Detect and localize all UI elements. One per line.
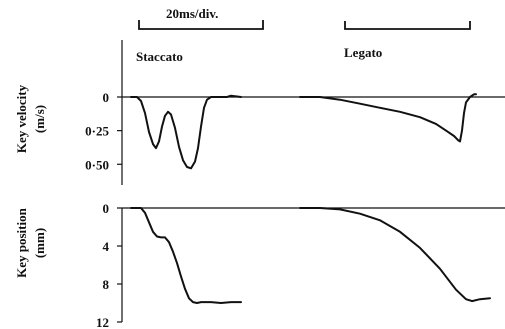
position-tick-label: 0 — [103, 201, 110, 216]
time-scale-bar — [138, 20, 264, 30]
velocity-panel: Key velocity (m/s) 0 0·25 0·50 — [14, 40, 505, 185]
velocity-tick-label: 0·50 — [85, 157, 109, 172]
velocity-axis-title: Key velocity — [14, 84, 29, 153]
velocity-tick-label: 0 — [103, 90, 110, 105]
velocity-tick-label: 0·25 — [85, 124, 109, 139]
position-trace-legato — [299, 207, 491, 303]
position-tick-label: 8 — [103, 277, 110, 292]
position-axis-title: Key position — [14, 207, 29, 277]
position-tick-label: 12 — [96, 315, 109, 329]
position-trace-staccato — [130, 207, 242, 304]
velocity-trace-legato — [299, 93, 477, 143]
legato-label: Legato — [344, 45, 382, 60]
legato-bracket — [344, 21, 471, 30]
velocity-trace-staccato — [130, 94, 242, 170]
position-panel: Key position (mm) 0 4 8 12 — [14, 201, 505, 329]
time-scale-label: 20ms/div. — [166, 6, 218, 21]
position-tick-label: 4 — [103, 239, 110, 254]
staccato-label: Staccato — [136, 49, 183, 64]
position-axis-unit: (mm) — [32, 228, 47, 258]
velocity-axis-unit: (m/s) — [32, 105, 47, 133]
